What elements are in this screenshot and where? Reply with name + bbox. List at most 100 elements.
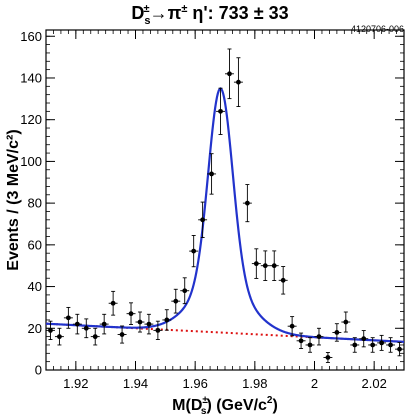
data-point [144,313,154,335]
plot-frame [45,29,405,371]
data-marker [370,342,376,348]
data-marker [65,315,71,321]
data-marker [325,355,331,360]
y-tick-label: 20 [28,321,42,336]
data-marker [173,298,179,304]
y-tick-label: 80 [28,196,42,211]
x-tick-label: 1.96 [183,376,208,391]
data-point [278,266,288,295]
data-point [395,342,404,357]
data-marker [110,300,116,306]
data-point [153,320,163,340]
data-point [216,87,225,135]
data-marker [209,171,214,177]
plot-id: 4120706-006 [351,24,404,34]
data-marker [48,327,53,333]
data-marker [343,319,349,325]
data-point [296,332,306,349]
x-axis-title: M(D± s) (GeV/c2) [172,395,278,417]
y-axis-title: Events / (3 MeV/c²) [5,129,22,270]
data-marker [289,323,295,329]
data-point [260,250,270,281]
data-point [198,201,208,238]
data-marker [92,334,98,340]
data-marker [379,340,385,346]
data-point [135,311,145,333]
data-point [46,320,55,340]
data-marker [307,342,313,348]
data-point [269,250,279,281]
data-marker [397,346,402,352]
y-tick-label: 120 [20,112,42,127]
data-point [108,290,118,316]
data-point [189,235,199,268]
y-tick-label: 60 [28,237,42,252]
data-point [63,306,73,329]
chart-title-sub-s: s [144,15,150,27]
data-marker [262,263,268,269]
data-point [377,334,387,351]
data-point [126,302,136,325]
data-points [46,48,404,363]
axis-ticks: 1.92 1.94 1.96 1.98 2 2.02 0 20 40 60 80 100 120 140 1… [20,29,405,391]
data-marker [137,319,143,325]
data-point [54,327,64,346]
data-marker [298,338,304,344]
data-marker [352,342,358,348]
data-point [341,311,351,333]
data-marker [155,327,161,333]
fit-curve-path [45,87,405,343]
data-point [171,288,181,314]
data-marker [182,288,188,294]
chart-title: Ds±→π± η': 733 ± 33 [131,3,288,27]
data-marker [271,263,277,269]
chart-title-rest: η': 733 ± 33 [187,3,288,23]
y-tick-label: 40 [28,279,42,294]
data-point [242,184,252,223]
data-marker [280,277,286,283]
y-tick-label: 100 [20,154,42,169]
chart-title-d: D [131,3,144,23]
data-marker [244,200,250,206]
data-marker [227,71,232,77]
data-point [81,318,91,339]
data-point [350,337,360,353]
x-axis-title-exp: 2 [267,395,273,406]
data-marker [101,321,107,327]
data-marker [119,332,125,337]
data-marker [236,79,241,85]
data-point [90,327,100,346]
svg-text:Ds±→π± η': 733 ± 33: Ds±→π± η': 733 ± 33 [131,3,288,27]
x-axis-title-post: ) (GeV/c [206,397,267,414]
x-axis-title-end: ) [272,397,277,414]
data-point [287,316,297,337]
y-tick-label: 140 [20,70,42,85]
data-point [332,323,342,342]
data-marker [316,334,322,340]
data-point [251,248,261,279]
data-point [225,48,234,100]
x-tick-label: 1.98 [242,376,267,391]
data-point [386,337,396,353]
data-point [117,325,127,344]
data-marker [57,334,62,340]
x-tick-label: 2.02 [362,376,387,391]
x-tick-label: 2 [311,376,318,391]
data-marker [218,108,223,114]
data-point [162,309,172,331]
data-marker [164,317,170,323]
data-marker [128,311,134,317]
data-marker [191,248,197,254]
x-axis-title-pre: M(D [172,397,202,414]
y-tick-label: 160 [20,29,42,44]
data-point [368,337,378,353]
data-point [207,153,217,195]
data-point [72,313,82,335]
data-marker [388,342,393,348]
x-tick-label: 1.94 [123,376,148,391]
chart-title-arrow-pi: →π [150,3,182,23]
chart-title-pi-sup: ± [181,3,187,15]
data-point [305,337,315,353]
data-point [314,327,324,346]
